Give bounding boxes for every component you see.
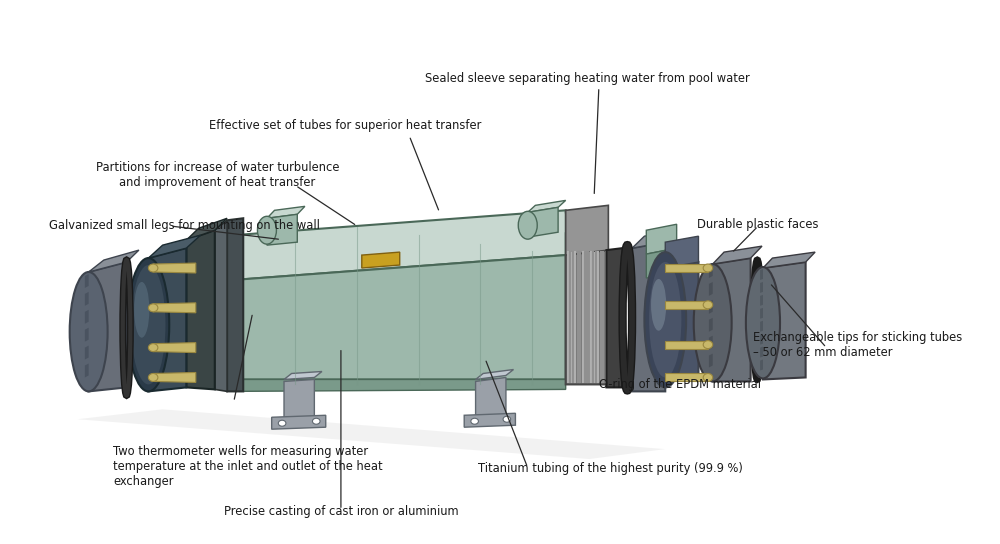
Polygon shape — [89, 262, 127, 391]
Polygon shape — [760, 321, 763, 332]
Ellipse shape — [518, 211, 537, 239]
Ellipse shape — [703, 264, 713, 272]
Polygon shape — [713, 246, 762, 264]
Text: Partitions for increase of water turbulence
and improvement of heat transfer: Partitions for increase of water turbule… — [96, 161, 339, 189]
Text: Durable plastic faces: Durable plastic faces — [697, 218, 819, 231]
Polygon shape — [709, 300, 713, 314]
Polygon shape — [632, 242, 665, 391]
Polygon shape — [234, 211, 566, 280]
Polygon shape — [227, 218, 243, 391]
Ellipse shape — [694, 264, 732, 381]
Polygon shape — [234, 213, 566, 258]
Polygon shape — [763, 262, 806, 380]
Polygon shape — [186, 230, 215, 390]
Polygon shape — [272, 415, 326, 429]
Polygon shape — [709, 336, 713, 350]
Polygon shape — [85, 274, 89, 288]
Polygon shape — [267, 206, 305, 218]
Polygon shape — [566, 205, 608, 255]
Polygon shape — [665, 374, 708, 381]
Ellipse shape — [148, 344, 158, 351]
Ellipse shape — [703, 374, 713, 381]
Polygon shape — [85, 327, 89, 342]
Ellipse shape — [278, 420, 286, 426]
Ellipse shape — [131, 265, 165, 385]
Polygon shape — [284, 372, 322, 380]
Polygon shape — [153, 373, 196, 382]
Polygon shape — [528, 207, 558, 237]
Polygon shape — [284, 380, 314, 421]
Polygon shape — [267, 214, 297, 245]
Polygon shape — [760, 360, 763, 370]
Polygon shape — [476, 369, 514, 380]
Ellipse shape — [257, 217, 276, 244]
Polygon shape — [709, 318, 713, 332]
Polygon shape — [713, 258, 751, 381]
Text: Precise casting of cast iron or aluminium: Precise casting of cast iron or aluminiu… — [224, 505, 458, 518]
Polygon shape — [476, 378, 506, 419]
Polygon shape — [234, 380, 566, 391]
Ellipse shape — [644, 252, 686, 387]
Polygon shape — [77, 409, 665, 459]
Ellipse shape — [148, 374, 158, 381]
Polygon shape — [148, 248, 186, 391]
Polygon shape — [606, 248, 623, 387]
Polygon shape — [153, 343, 196, 353]
Text: Effective set of tubes for superior heat transfer: Effective set of tubes for superior heat… — [209, 119, 482, 132]
Polygon shape — [646, 248, 677, 278]
Ellipse shape — [503, 416, 511, 422]
Text: Galvanized small legs for mounting on the wall: Galvanized small legs for mounting on th… — [49, 219, 320, 232]
Ellipse shape — [148, 264, 158, 272]
Polygon shape — [153, 263, 196, 273]
Polygon shape — [234, 255, 566, 380]
Ellipse shape — [703, 341, 713, 349]
Polygon shape — [665, 262, 698, 378]
Polygon shape — [362, 252, 400, 268]
Ellipse shape — [312, 418, 320, 424]
Polygon shape — [566, 250, 608, 385]
Polygon shape — [709, 264, 713, 278]
Polygon shape — [528, 200, 566, 212]
Polygon shape — [89, 250, 139, 272]
Polygon shape — [665, 341, 708, 349]
Polygon shape — [665, 236, 698, 268]
Polygon shape — [215, 220, 227, 391]
Polygon shape — [709, 282, 713, 296]
Polygon shape — [153, 303, 196, 313]
Text: Two thermometer wells for measuring water
temperature at the inlet and outlet of: Two thermometer wells for measuring wate… — [113, 445, 383, 488]
Polygon shape — [85, 292, 89, 306]
Polygon shape — [464, 413, 515, 427]
Polygon shape — [646, 224, 677, 254]
Polygon shape — [760, 347, 763, 357]
Text: Sealed sleeve separating heating water from pool water: Sealed sleeve separating heating water f… — [425, 72, 750, 85]
Polygon shape — [763, 252, 815, 268]
Polygon shape — [760, 295, 763, 306]
Polygon shape — [186, 218, 227, 240]
Text: Exchangeable tips for sticking tubes
– 50 or 62 mm diameter: Exchangeable tips for sticking tubes – 5… — [753, 331, 963, 358]
Polygon shape — [709, 354, 713, 368]
Polygon shape — [85, 363, 89, 378]
Ellipse shape — [134, 282, 149, 338]
Polygon shape — [148, 235, 201, 258]
Ellipse shape — [651, 279, 666, 331]
Polygon shape — [760, 333, 763, 345]
Polygon shape — [85, 345, 89, 360]
Ellipse shape — [471, 418, 478, 424]
Ellipse shape — [649, 262, 681, 378]
Ellipse shape — [148, 304, 158, 312]
Polygon shape — [632, 230, 677, 248]
Polygon shape — [85, 310, 89, 324]
Ellipse shape — [703, 301, 713, 309]
Polygon shape — [665, 264, 708, 272]
Polygon shape — [760, 269, 763, 280]
Polygon shape — [665, 301, 708, 309]
Ellipse shape — [128, 258, 169, 391]
Ellipse shape — [746, 267, 780, 379]
Text: O-ring of the EPDM material: O-ring of the EPDM material — [599, 378, 761, 391]
Polygon shape — [760, 308, 763, 319]
Polygon shape — [760, 282, 763, 293]
Text: Titanium tubing of the highest purity (99.9 %): Titanium tubing of the highest purity (9… — [478, 462, 743, 475]
Ellipse shape — [70, 272, 108, 391]
